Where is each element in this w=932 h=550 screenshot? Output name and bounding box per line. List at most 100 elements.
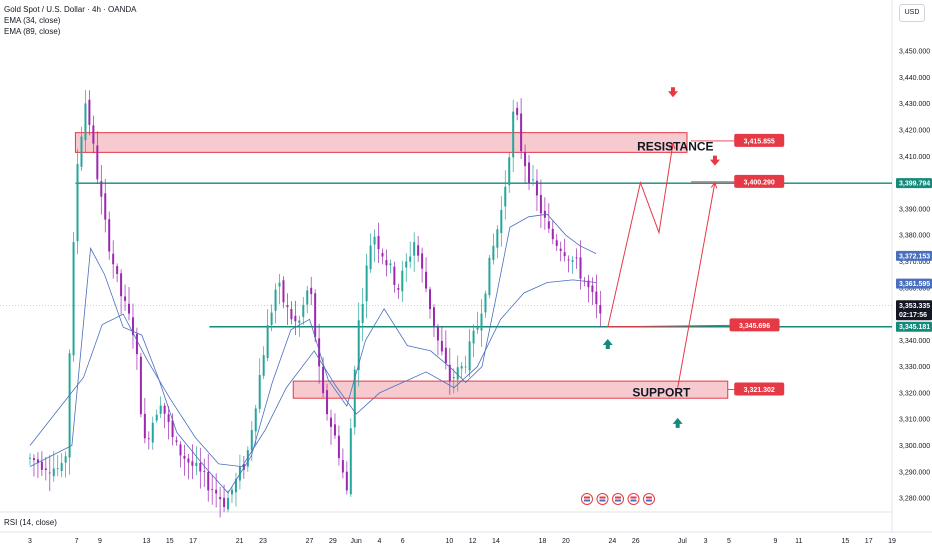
candle-body[interactable] <box>500 209 503 234</box>
candle-body[interactable] <box>417 245 420 256</box>
candle-body[interactable] <box>266 325 269 359</box>
candle-body[interactable] <box>147 438 150 440</box>
candle-body[interactable] <box>314 293 317 338</box>
candle-body[interactable] <box>211 489 214 490</box>
candle-body[interactable] <box>413 242 416 256</box>
us-flag-event-icon[interactable] <box>643 493 655 505</box>
candle-body[interactable] <box>29 457 31 459</box>
candle-body[interactable] <box>246 450 249 467</box>
plot-area[interactable] <box>0 0 892 512</box>
candle-body[interactable] <box>528 162 531 183</box>
candle-body[interactable] <box>436 326 439 341</box>
candle-body[interactable] <box>476 327 479 330</box>
candle-body[interactable] <box>488 257 491 296</box>
candle-body[interactable] <box>539 194 542 214</box>
symbol-title[interactable]: Gold Spot / U.S. Dollar · 4h · OANDA <box>4 5 137 14</box>
candle-body[interactable] <box>282 280 285 303</box>
candle-body[interactable] <box>120 273 123 297</box>
candle-body[interactable] <box>290 308 293 320</box>
candle-body[interactable] <box>230 489 233 495</box>
candle-body[interactable] <box>571 260 574 262</box>
candle-body[interactable] <box>219 497 222 500</box>
price-callout[interactable] <box>734 133 785 147</box>
candle-body[interactable] <box>567 259 570 261</box>
projection-path-resistance[interactable] <box>607 143 674 328</box>
candle-body[interactable] <box>163 405 166 414</box>
candle-body[interactable] <box>310 287 313 295</box>
us-flag-event-icon[interactable] <box>581 493 593 505</box>
candle-body[interactable] <box>80 136 83 167</box>
candle-body[interactable] <box>361 304 364 323</box>
candle-body[interactable] <box>203 471 206 472</box>
candle-body[interactable] <box>524 152 527 167</box>
candle-body[interactable] <box>421 253 424 269</box>
candle-body[interactable] <box>448 364 451 382</box>
candle-body[interactable] <box>234 479 237 493</box>
candle-body[interactable] <box>270 312 273 325</box>
candle-body[interactable] <box>551 228 554 240</box>
candle-body[interactable] <box>547 221 550 229</box>
price-callout[interactable] <box>734 382 785 396</box>
candle-body[interactable] <box>456 367 459 380</box>
ema89-legend[interactable]: EMA (89, close) <box>4 27 61 36</box>
candle-body[interactable] <box>587 280 590 288</box>
candle-body[interactable] <box>306 290 309 305</box>
candle-body[interactable] <box>167 414 170 423</box>
candle-body[interactable] <box>512 111 515 158</box>
candle-body[interactable] <box>187 458 190 463</box>
candle-body[interactable] <box>349 428 352 495</box>
candle-body[interactable] <box>353 369 356 428</box>
candle-body[interactable] <box>322 366 325 394</box>
candle-body[interactable] <box>250 430 253 451</box>
candle-body[interactable] <box>207 471 210 491</box>
candle-body[interactable] <box>429 289 432 310</box>
candle-body[interactable] <box>52 468 55 477</box>
candle-body[interactable] <box>116 266 119 275</box>
rsi-legend[interactable]: RSI (14, close) <box>4 518 57 527</box>
candle-body[interactable] <box>559 248 562 251</box>
candle-body[interactable] <box>595 291 598 305</box>
candle-body[interactable] <box>397 288 400 290</box>
candle-body[interactable] <box>100 181 103 197</box>
candle-body[interactable] <box>555 240 558 246</box>
candle-body[interactable] <box>159 405 162 414</box>
axis-price-tag[interactable] <box>896 250 932 261</box>
candle-body[interactable] <box>112 253 115 265</box>
us-flag-event-icon[interactable] <box>612 493 624 505</box>
candle-body[interactable] <box>333 424 336 436</box>
candle-body[interactable] <box>460 366 463 369</box>
candle-body[interactable] <box>155 414 158 421</box>
candle-body[interactable] <box>535 180 538 196</box>
candle-body[interactable] <box>286 305 289 308</box>
candle-body[interactable] <box>516 107 519 115</box>
candle-body[interactable] <box>199 462 202 472</box>
candle-body[interactable] <box>175 440 178 442</box>
price-callout[interactable] <box>734 174 785 188</box>
candle-body[interactable] <box>440 340 443 352</box>
candle-body[interactable] <box>575 257 578 259</box>
candle-body[interactable] <box>298 320 301 324</box>
candle-body[interactable] <box>274 289 277 311</box>
candle-body[interactable] <box>492 245 495 260</box>
candle-body[interactable] <box>464 366 467 368</box>
candle-body[interactable] <box>531 179 534 181</box>
candle-body[interactable] <box>504 186 507 207</box>
axis-price-tag[interactable] <box>896 178 932 189</box>
candle-body[interactable] <box>444 347 447 364</box>
candle-body[interactable] <box>64 456 67 463</box>
us-flag-event-icon[interactable] <box>627 493 640 505</box>
us-flag-event-icon[interactable] <box>596 493 609 505</box>
candle-body[interactable] <box>143 413 146 439</box>
candle-body[interactable] <box>393 266 396 285</box>
candle-body[interactable] <box>151 422 154 443</box>
candle-body[interactable] <box>139 356 142 415</box>
candle-body[interactable] <box>128 303 131 314</box>
candle-body[interactable] <box>432 307 435 327</box>
candle-body[interactable] <box>579 257 582 279</box>
candle-body[interactable] <box>191 461 194 466</box>
candle-body[interactable] <box>96 145 99 180</box>
candle-body[interactable] <box>72 242 75 356</box>
candle-body[interactable] <box>76 163 79 242</box>
ema34-line[interactable] <box>29 213 597 494</box>
candle-body[interactable] <box>104 193 107 220</box>
